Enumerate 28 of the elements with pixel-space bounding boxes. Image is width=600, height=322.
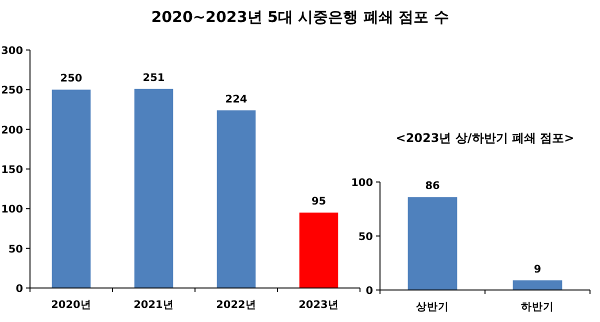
data-label: 9 — [534, 263, 542, 276]
y-tick-label: 300 — [1, 45, 23, 57]
bar — [299, 212, 338, 288]
chart-title: <2023년 상/하반기 폐쇄 점포> — [396, 131, 574, 145]
x-tick-label: 2021년 — [134, 299, 174, 311]
x-tick-label: 2022년 — [216, 299, 256, 311]
data-label: 95 — [311, 196, 326, 208]
y-tick-label: 100 — [1, 204, 23, 216]
data-label: 250 — [60, 72, 82, 85]
data-label: 251 — [142, 72, 165, 84]
x-tick-label: 하반기 — [521, 301, 554, 313]
x-tick-label: 2023년 — [298, 299, 339, 311]
y-tick-label: 150 — [1, 164, 23, 176]
data-label: 86 — [425, 180, 440, 192]
y-tick-label: 50 — [358, 231, 373, 243]
bar — [52, 90, 91, 288]
bar — [134, 88, 174, 288]
y-tick-label: 100 — [351, 177, 373, 189]
y-tick-label: 0 — [16, 283, 23, 295]
y-tick-label: 50 — [8, 243, 23, 256]
data-label: 224 — [225, 93, 248, 106]
y-tick-label: 0 — [366, 285, 373, 297]
bar — [216, 110, 256, 288]
x-tick-label: 2020년 — [51, 299, 92, 311]
x-tick-label: 상반기 — [416, 301, 449, 313]
chart-title: 2020~2023년 5대 시중은행 폐쇄 점포 수 — [151, 8, 449, 26]
y-tick-label: 200 — [1, 124, 23, 136]
y-tick-label: 250 — [1, 84, 23, 97]
